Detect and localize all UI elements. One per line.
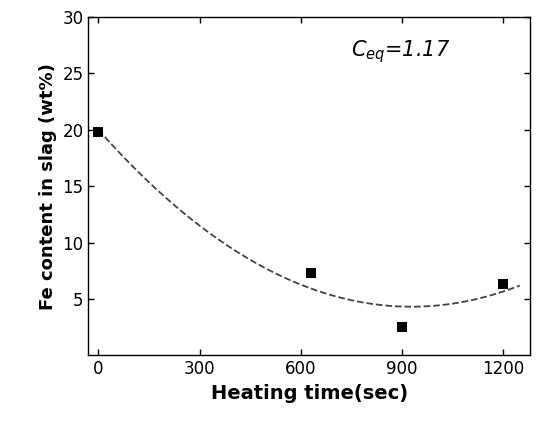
Point xyxy=(498,281,507,288)
Point xyxy=(94,129,103,135)
Y-axis label: Fe content in slag (wt%): Fe content in slag (wt%) xyxy=(39,63,57,310)
Point xyxy=(397,324,406,330)
X-axis label: Heating time(sec): Heating time(sec) xyxy=(210,384,408,403)
Point xyxy=(306,269,315,276)
Text: $C_{eq}$=1.17: $C_{eq}$=1.17 xyxy=(351,38,450,65)
